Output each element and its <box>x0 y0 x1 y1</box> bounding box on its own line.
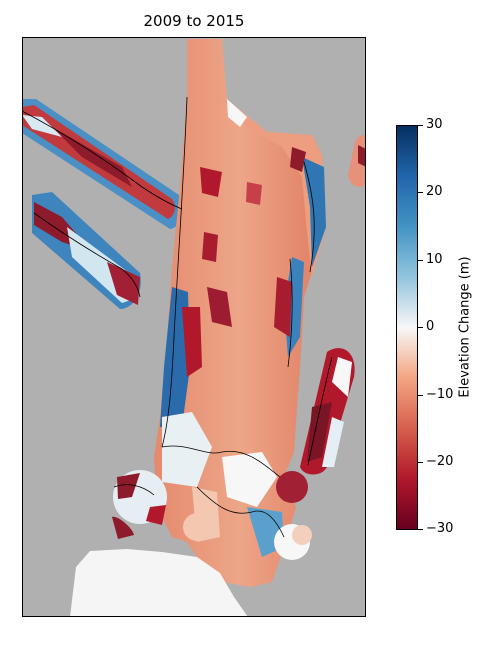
colorbar-tick-label: −20 <box>426 454 454 469</box>
colorbar-tick-neg10 <box>418 395 423 396</box>
nodata-region <box>70 549 248 617</box>
colorbar-tick-label: 20 <box>426 184 443 199</box>
colorbar-tick-10 <box>418 260 423 261</box>
patch-far-right <box>348 134 366 187</box>
colorbar-tick-label: −10 <box>426 387 454 402</box>
colorbar-tick-neg30 <box>418 529 423 530</box>
colorbar-tick-label: −30 <box>426 521 454 536</box>
swath-right <box>300 348 355 475</box>
colorbar-tick-neg20 <box>418 462 423 463</box>
axes-frame <box>22 37 366 617</box>
colorbar <box>396 125 418 530</box>
chart-title: 2009 to 2015 <box>143 12 245 30</box>
contour-lines <box>22 96 333 538</box>
colorbar-tick-0 <box>418 327 423 328</box>
colorbar-tick-label: 10 <box>426 252 443 267</box>
swath-upper-left <box>22 99 186 229</box>
patch-lower-circles <box>112 470 312 560</box>
colorbar-tick-label: 0 <box>426 319 435 334</box>
colorbar-label: Elevation Change (m) <box>457 256 473 398</box>
colorbar-tick-label: 30 <box>426 117 443 132</box>
elevation-change-map <box>22 37 366 617</box>
colorbar-tick-20 <box>418 192 423 193</box>
colorbar-tick-30 <box>418 125 423 126</box>
